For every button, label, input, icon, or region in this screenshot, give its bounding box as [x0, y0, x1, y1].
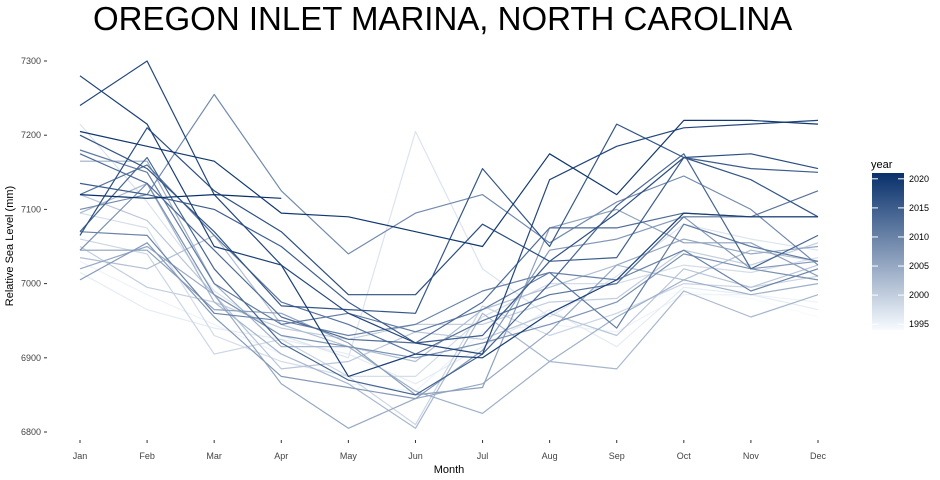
- series-layer: [79, 60, 819, 429]
- x-tick-label: Jun: [408, 451, 423, 461]
- series-line-2021: [79, 194, 282, 199]
- legend-title: year: [871, 159, 893, 171]
- x-tick-label: Sep: [609, 451, 625, 461]
- series-line-2003: [79, 182, 819, 429]
- legend-colorbar: [872, 173, 904, 330]
- series-line-2020: [79, 119, 819, 248]
- x-tick-label: Feb: [139, 451, 155, 461]
- series-line-2006: [80, 208, 819, 396]
- y-tick-label: 7000: [21, 279, 41, 289]
- series-line-1999: [79, 238, 819, 426]
- legend-tick-label: 2015: [909, 203, 929, 213]
- x-tick-label: Jan: [73, 451, 88, 461]
- series-line-2004: [80, 160, 819, 414]
- chart-title: OREGON INLET MARINA, NORTH CAROLINA: [93, 0, 793, 37]
- series-line-2012: [79, 164, 819, 355]
- series-line-2014: [79, 153, 819, 396]
- y-tick-label: 6800: [21, 427, 41, 437]
- legend-tick-label: 2020: [909, 174, 929, 184]
- y-tick-label: 7200: [21, 130, 41, 140]
- x-tick-label: Nov: [743, 451, 760, 461]
- series-line-2016: [79, 123, 819, 314]
- x-tick-label: Oct: [677, 451, 692, 461]
- legend-ticks: 1995 2000 2005 2010 2015 2020: [872, 174, 929, 329]
- series-line-2009: [79, 93, 819, 266]
- y-tick-label: 7300: [21, 56, 41, 66]
- legend-tick-label: 2000: [909, 290, 929, 300]
- y-tick-label: 6900: [21, 353, 41, 363]
- x-tick-label: Apr: [274, 451, 288, 461]
- series-line-2015: [79, 156, 819, 344]
- y-axis-title: Relative Sea Level (mm): [4, 186, 16, 306]
- legend: year 1995 2000 2005 2010 2015 2020: [871, 159, 929, 330]
- series-line-2017: [79, 127, 819, 296]
- x-tick-label: Jul: [477, 451, 489, 461]
- legend-tick-label: 1995: [909, 319, 929, 329]
- series-line-2001: [79, 194, 819, 370]
- x-tick-label: Mar: [206, 451, 222, 461]
- y-tick-label: 7100: [21, 204, 41, 214]
- legend-tick-label: 2010: [909, 232, 929, 242]
- series-line-2019: [79, 75, 818, 377]
- legend-tick-label: 2005: [909, 261, 929, 271]
- x-tick-label: Aug: [542, 451, 558, 461]
- x-tick-label: Dec: [810, 451, 827, 461]
- series-line-2010: [79, 231, 819, 337]
- series-line-1998: [79, 212, 819, 377]
- x-axis-title: Month: [434, 464, 465, 476]
- series-line-2011: [79, 149, 819, 333]
- series-line-2002: [79, 234, 819, 363]
- series-line-2018: [79, 60, 819, 355]
- x-tick-label: May: [340, 451, 358, 461]
- axes-layer: 6800 6900 7000 7100 7200 7300 Jan Feb Mar Apr May J…: [21, 56, 827, 461]
